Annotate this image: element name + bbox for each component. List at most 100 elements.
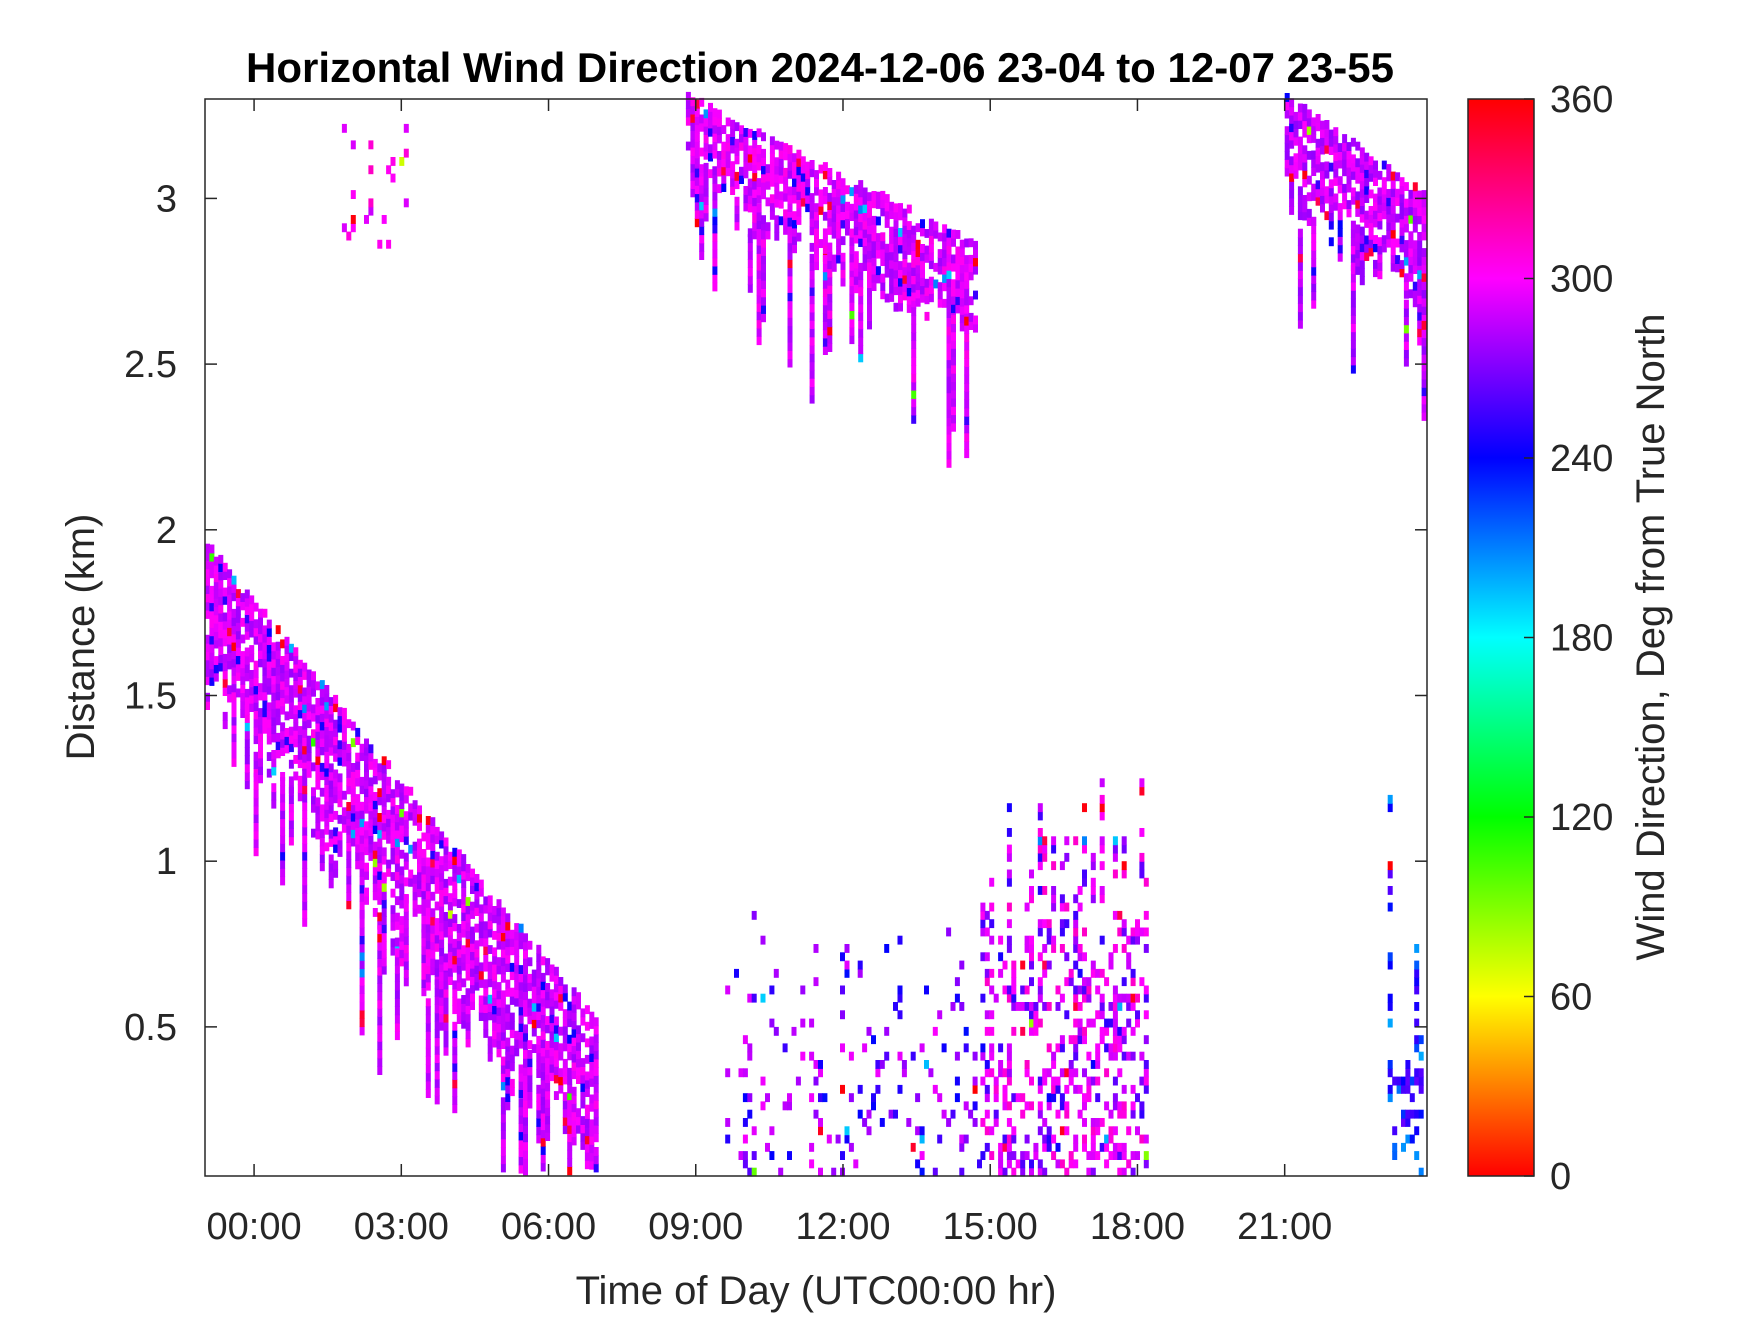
heatmap-cell [227, 627, 233, 637]
heatmap-cell [871, 249, 877, 258]
heatmap-cell [809, 287, 815, 296]
heatmap-cell [879, 1118, 885, 1127]
heatmap-cell [430, 833, 436, 843]
heatmap-cell [928, 227, 934, 236]
heatmap-cell [496, 1031, 502, 1041]
heatmap-cell [372, 874, 378, 884]
heatmap-cell [509, 1078, 515, 1088]
heatmap-cell [399, 924, 405, 934]
heatmap-cell [244, 655, 250, 665]
heatmap-cell [394, 1014, 400, 1024]
heatmap-cell [527, 998, 533, 1008]
heatmap-cell [231, 758, 237, 767]
heatmap-cell [889, 210, 895, 219]
heatmap-cell [319, 854, 325, 863]
heatmap-cell [355, 769, 361, 779]
heatmap-cell [1059, 1043, 1065, 1053]
heatmap-cell [739, 141, 744, 151]
heatmap-cell [222, 670, 228, 680]
heatmap-cell [509, 929, 515, 939]
heatmap-cell [1293, 169, 1299, 179]
heatmap-cell [425, 973, 431, 983]
heatmap-cell [1386, 172, 1392, 182]
heatmap-cell [288, 811, 294, 821]
heatmap-cell [699, 234, 705, 244]
heatmap-cell [253, 669, 259, 678]
heatmap-cell [425, 907, 431, 917]
heatmap-cell [959, 1167, 965, 1177]
heatmap-cell [747, 162, 753, 171]
heatmap-cell [822, 337, 828, 347]
heatmap-cell [1328, 195, 1334, 205]
heatmap-cell [350, 804, 356, 814]
heatmap-cell [562, 1100, 568, 1110]
heatmap-cell [280, 851, 286, 861]
heatmap-cell [341, 724, 347, 734]
heatmap-cell [761, 271, 766, 281]
heatmap-cell [951, 348, 956, 358]
heatmap-cell [408, 811, 414, 821]
heatmap-cell [734, 138, 740, 148]
heatmap-cell [972, 1076, 978, 1086]
heatmap-cell [355, 860, 361, 870]
heatmap-cell [1046, 935, 1052, 945]
heatmap-cell [1086, 1151, 1092, 1160]
heatmap-cell [536, 986, 542, 996]
heatmap-cell [443, 1030, 449, 1040]
heatmap-cell [875, 1068, 881, 1078]
heatmap-cell [946, 392, 952, 402]
heatmap-cell [518, 1039, 524, 1049]
heatmap-cell [800, 164, 806, 174]
heatmap-cell [942, 257, 948, 267]
heatmap-cell [359, 927, 365, 936]
heatmap-cell [394, 912, 400, 922]
heatmap-cell [694, 168, 700, 178]
heatmap-cell [218, 588, 224, 597]
heatmap-cell [478, 929, 484, 939]
heatmap-cell [311, 729, 316, 739]
heatmap-cell [1099, 1142, 1105, 1152]
heatmap-cell [1421, 370, 1427, 380]
heatmap-cell [778, 158, 784, 168]
heatmap-cell [747, 250, 753, 260]
heatmap-cell [509, 1087, 515, 1097]
heatmap-cell [1068, 1159, 1074, 1169]
heatmap-cell [341, 790, 347, 800]
heatmap-cell [359, 801, 365, 811]
heatmap-cell [1037, 1109, 1043, 1119]
heatmap-cell [932, 1026, 938, 1036]
heatmap-cell [1412, 215, 1418, 225]
heatmap-cell [1359, 155, 1365, 165]
heatmap-cell [880, 282, 886, 291]
heatmap-cell [1086, 1051, 1092, 1061]
heatmap-cell [1387, 952, 1393, 962]
heatmap-cell [928, 1068, 934, 1078]
heatmap-cell [452, 1054, 458, 1064]
heatmap-cell [439, 930, 445, 940]
heatmap-cell [531, 969, 537, 979]
heatmap-cell [818, 1093, 823, 1103]
heatmap-cell [911, 356, 917, 366]
heatmap-cell [1059, 919, 1065, 929]
heatmap-cell [1414, 1076, 1420, 1086]
heatmap-cell [1090, 1126, 1096, 1136]
heatmap-cell [747, 1167, 753, 1177]
heatmap-cell [1297, 211, 1303, 221]
heatmap-cell [911, 414, 917, 424]
heatmap-cell [500, 990, 506, 1000]
heatmap-cell [487, 1052, 493, 1062]
heatmap-cell [1073, 993, 1079, 1003]
heatmap-cell [421, 923, 427, 933]
heatmap-cell [346, 777, 352, 787]
heatmap-cell [845, 210, 850, 219]
heatmap-cell [288, 643, 294, 653]
heatmap-cell [209, 643, 215, 653]
heatmap-cell [470, 901, 475, 911]
heatmap-cell [500, 965, 506, 975]
heatmap-cell [562, 1108, 568, 1118]
heatmap-cell [1135, 993, 1140, 1003]
heatmap-cell [703, 109, 709, 119]
heatmap-cell [1121, 993, 1127, 1003]
heatmap-cell [919, 1151, 925, 1160]
heatmap-cell [1395, 197, 1401, 206]
